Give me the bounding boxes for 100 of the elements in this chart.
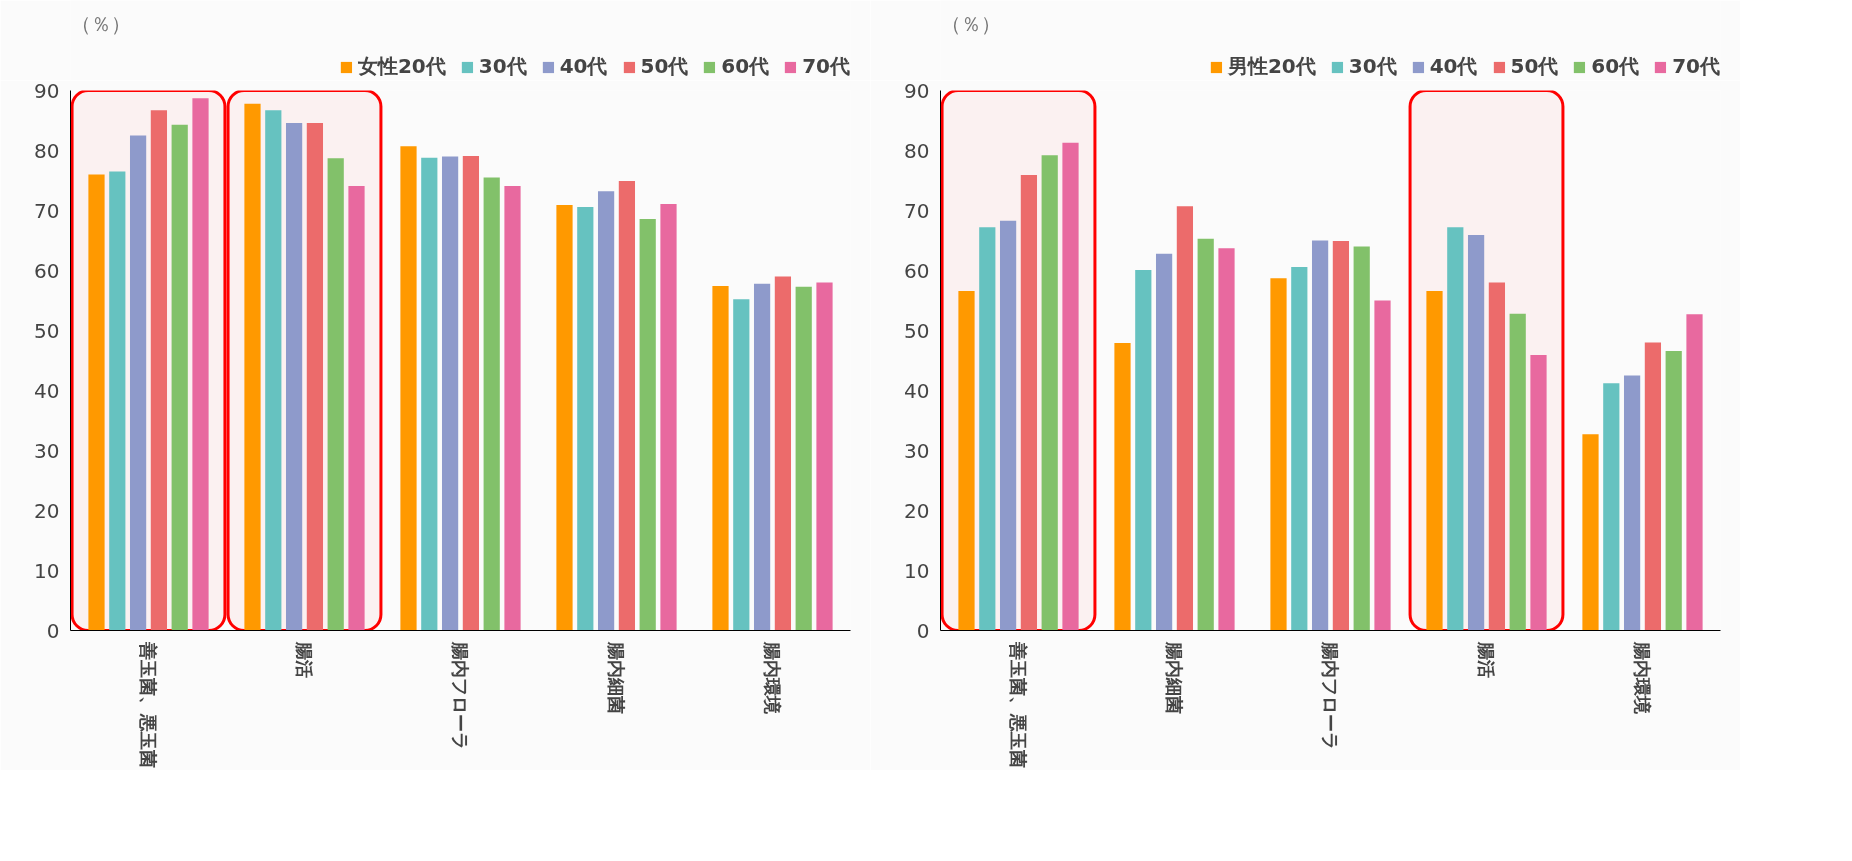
bar xyxy=(618,181,636,631)
y-tick-label: 80 xyxy=(904,138,930,163)
x-tick-label: 腸内環境 xyxy=(762,640,783,714)
bar xyxy=(1114,343,1131,631)
bar xyxy=(1155,253,1173,631)
bar xyxy=(504,185,521,631)
y-tick-label: 10 xyxy=(34,558,60,583)
bar xyxy=(639,218,656,631)
bar xyxy=(597,191,615,631)
x-tick-label: 腸内環境 xyxy=(1632,640,1653,714)
bar xyxy=(753,283,771,631)
bar xyxy=(1135,269,1152,631)
y-tick-label: 20 xyxy=(904,498,930,523)
bar xyxy=(712,286,729,631)
bar xyxy=(979,227,996,631)
y-tick-label: 30 xyxy=(34,438,60,463)
y-tick-label: 50 xyxy=(904,318,930,343)
y-tick-label: 60 xyxy=(34,258,60,283)
legend-label: 70代 xyxy=(802,53,850,80)
y-tick-label: 80 xyxy=(34,138,60,163)
bar xyxy=(1426,290,1443,631)
bar xyxy=(1176,206,1194,631)
legend-label: 60代 xyxy=(721,53,770,80)
x-tick-label: 腸内フローラ xyxy=(450,640,471,750)
y-tick-label: 40 xyxy=(34,378,60,403)
y-tick-label: 20 xyxy=(34,498,60,523)
bar xyxy=(1582,434,1599,631)
bar xyxy=(1311,240,1329,631)
bar xyxy=(1332,241,1350,631)
bar xyxy=(192,98,209,631)
bar xyxy=(88,174,105,631)
bar xyxy=(462,155,480,631)
legend-label: 50代 xyxy=(1510,53,1559,80)
bar xyxy=(1509,313,1526,631)
bar xyxy=(1041,155,1058,631)
bar xyxy=(733,299,750,631)
bar xyxy=(1062,142,1079,631)
bar xyxy=(171,124,188,631)
bar xyxy=(1197,238,1214,631)
x-tick-label: 腸内細菌 xyxy=(1164,640,1185,714)
bar xyxy=(441,156,459,631)
y-tick-label: 70 xyxy=(904,198,930,223)
y-axis-title: （％） xyxy=(940,11,1001,36)
y-axis-title: （％） xyxy=(70,11,131,36)
legend-label: 40代 xyxy=(559,53,608,80)
y-tick-label: 70 xyxy=(34,198,60,223)
y-tick-label: 90 xyxy=(34,78,60,103)
x-tick-label: 腸活 xyxy=(294,640,315,678)
legend-label: 30代 xyxy=(1348,53,1397,80)
legend-label: 女性20代 xyxy=(357,53,446,80)
bar xyxy=(774,276,792,631)
bar xyxy=(327,158,344,631)
y-tick-label: 90 xyxy=(904,78,930,103)
y-tick-label: 40 xyxy=(904,378,930,403)
legend-label: 男性20代 xyxy=(1227,53,1316,80)
bar xyxy=(1623,375,1641,631)
bar xyxy=(1291,266,1308,631)
bar xyxy=(1665,350,1682,631)
legend-label: 70代 xyxy=(1672,53,1720,80)
bar xyxy=(816,282,833,631)
bar xyxy=(1644,342,1662,631)
bar xyxy=(1218,248,1235,631)
y-tick-label: 50 xyxy=(34,318,60,343)
y-tick-label: 10 xyxy=(904,558,930,583)
x-tick-label: 腸内細菌 xyxy=(606,640,627,714)
legend-label: 40代 xyxy=(1429,53,1478,80)
bar xyxy=(285,122,303,631)
bar xyxy=(483,177,500,631)
bar xyxy=(150,110,168,631)
bar xyxy=(660,203,677,631)
y-tick-label: 0 xyxy=(46,618,60,643)
bar xyxy=(1353,246,1370,631)
bar xyxy=(577,206,594,631)
bar xyxy=(306,122,324,631)
x-tick-label: 腸内フローラ xyxy=(1320,640,1341,750)
bar xyxy=(265,110,282,631)
bar xyxy=(421,157,438,631)
bar xyxy=(556,205,573,631)
bar xyxy=(1447,227,1464,631)
bar xyxy=(1488,282,1506,631)
legend-label: 50代 xyxy=(640,53,689,80)
y-tick-label: 60 xyxy=(904,258,930,283)
bar xyxy=(348,185,365,631)
bar xyxy=(1686,314,1703,631)
bar xyxy=(1270,278,1287,631)
x-tick-label: 腸活 xyxy=(1476,640,1497,678)
x-tick-label: 善玉菌、悪玉菌 xyxy=(1008,640,1029,768)
bar xyxy=(244,103,261,631)
bar xyxy=(1374,300,1391,631)
x-tick-label: 善玉菌、悪玉菌 xyxy=(138,640,159,768)
bar xyxy=(999,220,1017,631)
bar xyxy=(1530,355,1547,631)
bar xyxy=(1020,175,1038,631)
bar xyxy=(1467,235,1485,631)
y-tick-label: 30 xyxy=(904,438,930,463)
bar xyxy=(1603,383,1620,631)
bar xyxy=(109,171,126,631)
bar xyxy=(400,146,417,631)
bar xyxy=(129,135,147,631)
bar xyxy=(958,290,975,631)
